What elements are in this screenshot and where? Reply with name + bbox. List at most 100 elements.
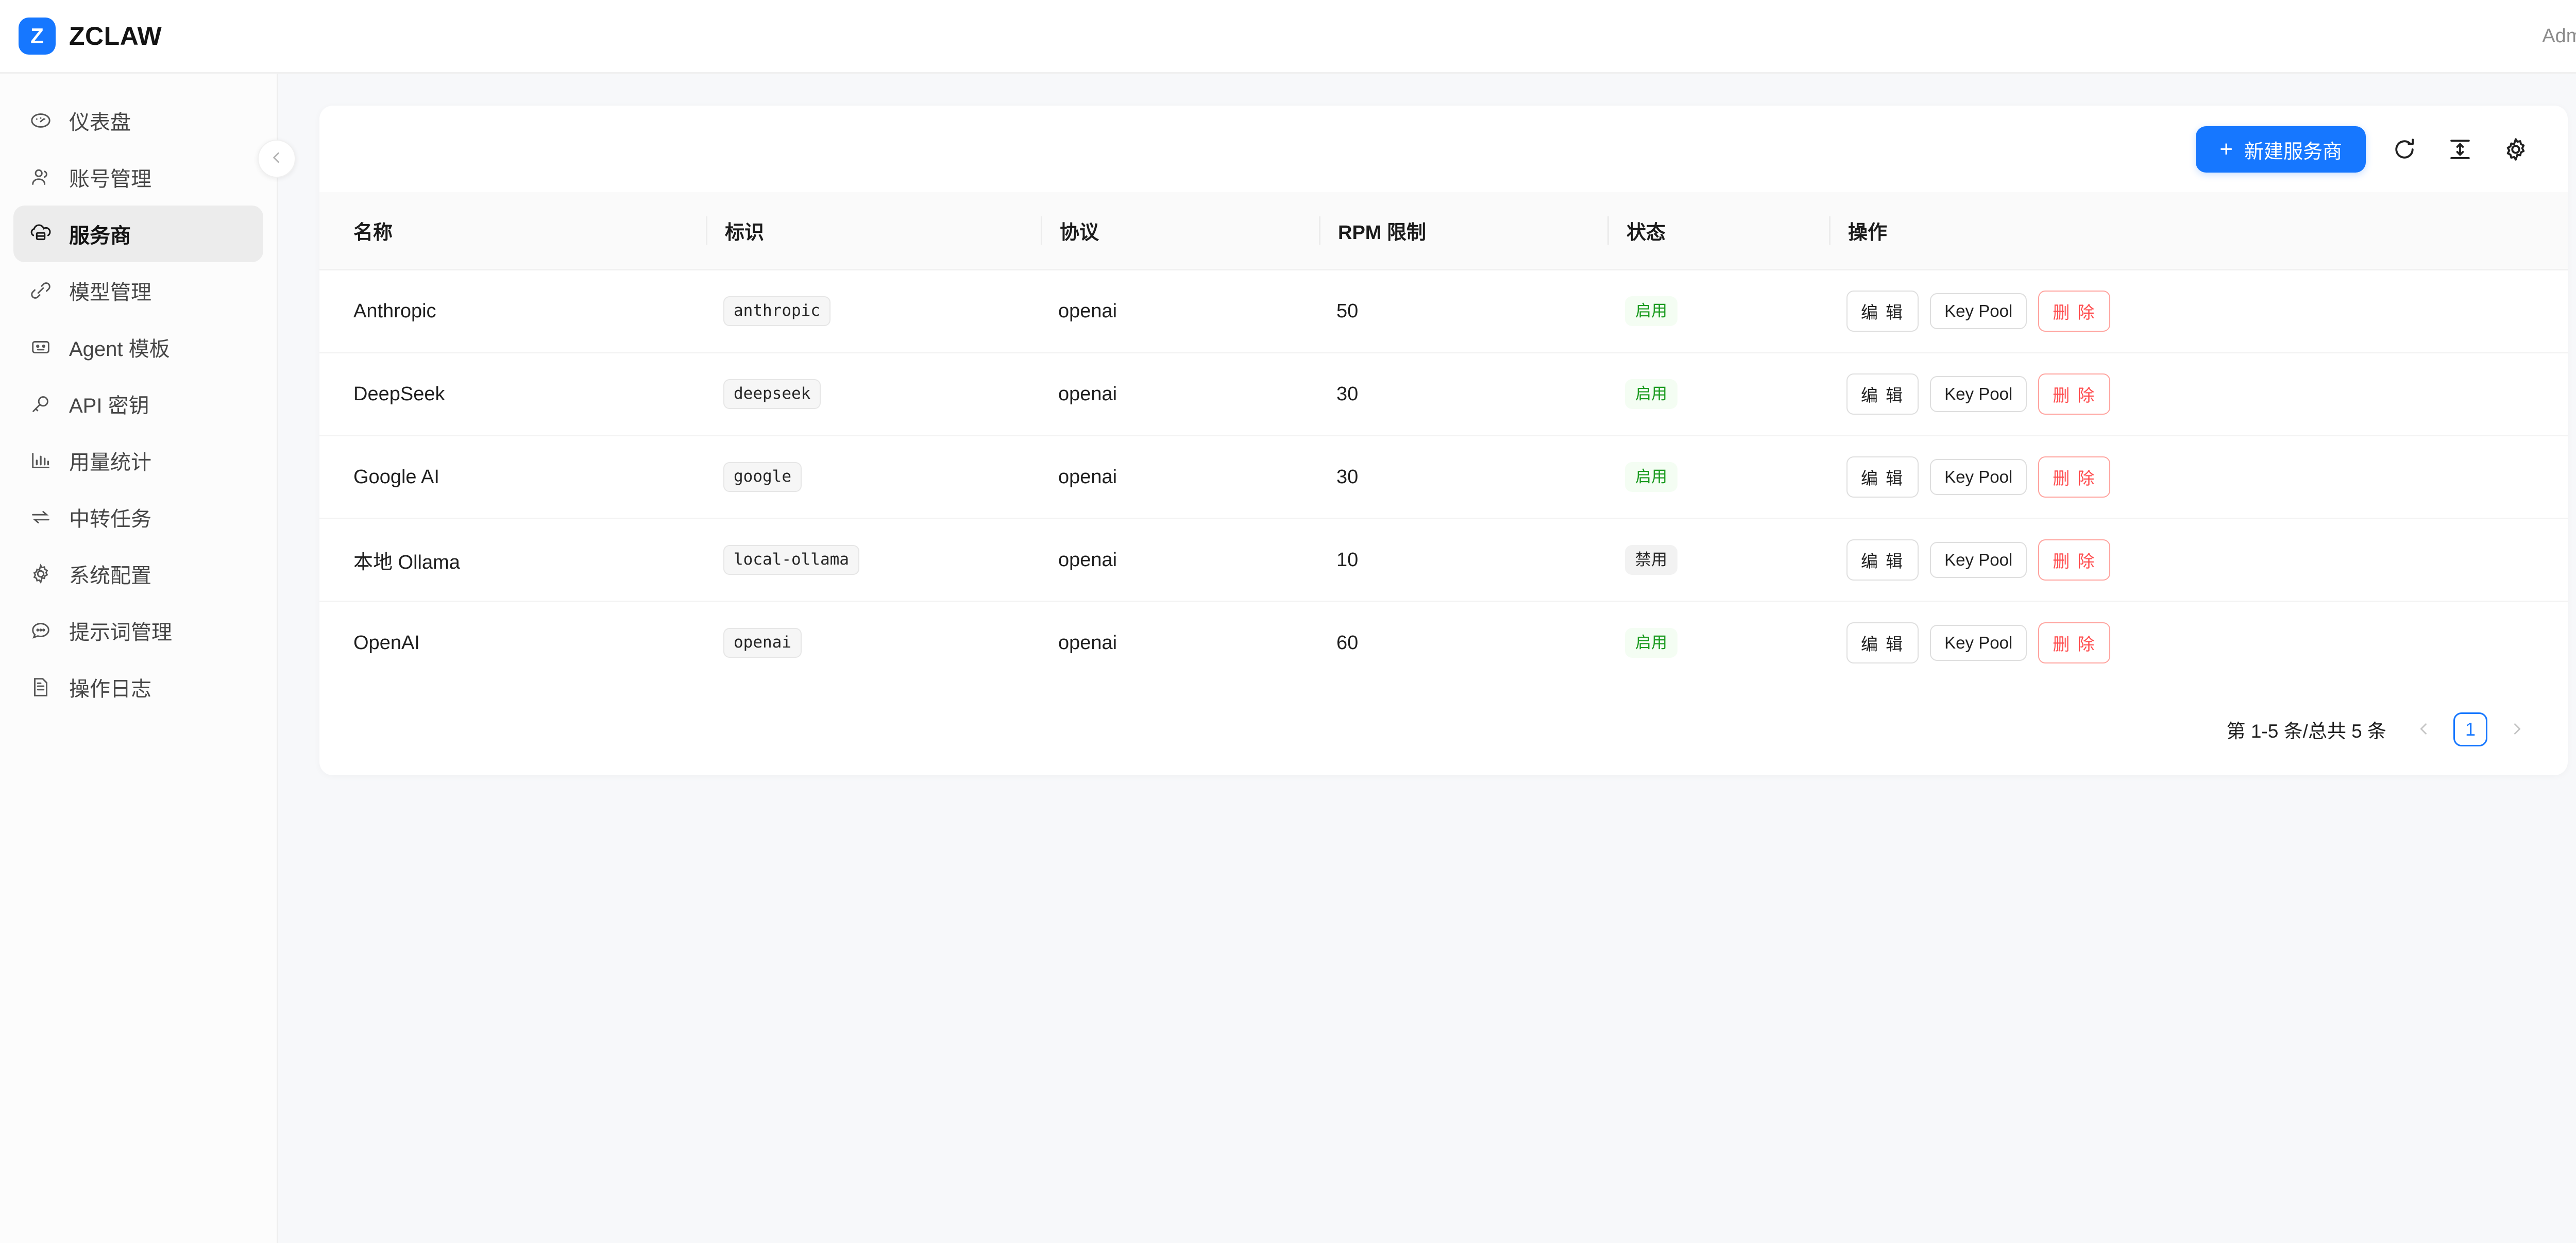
column-header-slug[interactable]: 标识 [706, 192, 1041, 270]
providers-table: 名称 标识 协议 RPM 限制 状态 操作 Anthropic anthropi… [319, 192, 2568, 684]
status-badge: 启用 [1625, 296, 1677, 326]
sidebar-item-system-config[interactable]: 系统配置 [13, 546, 263, 602]
sidebar-item-agent-templates[interactable]: Agent 模板 [13, 319, 263, 376]
cell-status: 启用 [1607, 352, 1829, 436]
sidebar-item-label: Agent 模板 [69, 338, 170, 361]
provider-name: 本地 Ollama [353, 551, 460, 573]
key-pool-button[interactable]: Key Pool [1930, 542, 2027, 578]
column-header-label: 协议 [1041, 216, 1319, 245]
density-button[interactable] [2443, 132, 2477, 166]
delete-button[interactable]: 删 除 [2038, 373, 2111, 415]
key-pool-button[interactable]: Key Pool [1930, 459, 2027, 495]
robot-icon [29, 335, 53, 359]
cell-status: 启用 [1607, 602, 1829, 684]
delete-button[interactable]: 删 除 [2038, 291, 2111, 332]
reload-button[interactable] [2387, 132, 2421, 166]
chevron-left-icon [268, 149, 285, 168]
provider-name: OpenAI [353, 632, 420, 654]
edit-button[interactable]: 编 辑 [1846, 291, 1919, 332]
cell-actions: 编 辑 Key Pool 删 除 [1829, 518, 2568, 602]
sidebar-item-prompt-management[interactable]: 提示词管理 [13, 602, 263, 659]
cell-name: OpenAI [319, 602, 706, 684]
top-bar: Z ZCLAW Admin [0, 0, 2576, 74]
cell-actions: 编 辑 Key Pool 删 除 [1829, 602, 2568, 684]
sidebar-item-usage-stats[interactable]: 用量统计 [13, 432, 263, 489]
column-header-status[interactable]: 状态 [1607, 192, 1829, 270]
sidebar-item-accounts[interactable]: 账号管理 [13, 149, 263, 206]
column-header-actions[interactable]: 操作 [1829, 192, 2568, 270]
sidebar-item-label: 用量统计 [69, 451, 151, 474]
provider-rpm: 10 [1336, 549, 1359, 571]
sidebar-item-api-keys[interactable]: API 密钥 [13, 376, 263, 432]
cell-slug: google [706, 435, 1041, 519]
comment-icon [29, 619, 53, 642]
column-header-name[interactable]: 名称 [319, 192, 706, 270]
user-label[interactable]: Admin [2542, 25, 2576, 47]
cell-protocol: openai [1041, 352, 1319, 436]
sidebar: 仪表盘 账号管理 服务商 [0, 74, 296, 1243]
table-row[interactable]: 本地 Ollama local-ollama openai 10 禁用 编 辑 … [319, 518, 2568, 602]
delete-button[interactable]: 删 除 [2038, 456, 2111, 498]
dashboard-icon [29, 109, 53, 132]
sidebar-item-label: 中转任务 [69, 508, 151, 531]
create-provider-button[interactable]: + 新建服务商 [2196, 126, 2366, 173]
sidebar-item-dashboard[interactable]: 仪表盘 [13, 92, 263, 149]
table-body: Anthropic anthropic openai 50 启用 编 辑 Key… [319, 269, 2568, 684]
table-row[interactable]: Google AI google openai 30 启用 编 辑 Key Po… [319, 435, 2568, 519]
chevron-right-icon [2508, 720, 2526, 739]
pagination-prev-button[interactable] [2408, 713, 2440, 745]
status-badge: 启用 [1625, 379, 1677, 409]
edit-button[interactable]: 编 辑 [1846, 539, 1919, 581]
sidebar-item-label: 账号管理 [69, 168, 151, 191]
table-row[interactable]: DeepSeek deepseek openai 30 启用 编 辑 Key P… [319, 352, 2568, 436]
column-header-protocol[interactable]: 协议 [1041, 192, 1319, 270]
cell-rpm: 50 [1319, 269, 1607, 353]
cell-rpm: 10 [1319, 518, 1607, 602]
table-header-row: 名称 标识 协议 RPM 限制 状态 操作 [319, 192, 2568, 270]
sidebar-collapse-button[interactable] [258, 140, 296, 178]
providers-card: + 新建服务商 [319, 106, 2568, 775]
pagination-page-1[interactable]: 1 [2453, 712, 2487, 746]
column-header-rpm[interactable]: RPM 限制 [1319, 192, 1607, 270]
delete-button[interactable]: 删 除 [2038, 539, 2111, 581]
cell-protocol: openai [1041, 602, 1319, 684]
sidebar-item-operation-logs[interactable]: 操作日志 [13, 659, 263, 716]
cell-name: DeepSeek [319, 352, 706, 436]
provider-rpm: 30 [1336, 383, 1359, 405]
delete-button[interactable]: 删 除 [2038, 622, 2111, 663]
file-text-icon [29, 675, 53, 699]
pagination-next-button[interactable] [2501, 713, 2533, 745]
edit-button[interactable]: 编 辑 [1846, 456, 1919, 498]
swap-icon [29, 505, 53, 529]
sidebar-item-relay-tasks[interactable]: 中转任务 [13, 489, 263, 546]
chevron-left-icon [2415, 720, 2433, 739]
sidebar-item-providers[interactable]: 服务商 [13, 206, 263, 262]
table-row[interactable]: OpenAI openai openai 60 启用 编 辑 Key Pool … [319, 602, 2568, 684]
cell-slug: deepseek [706, 352, 1041, 436]
provider-slug-tag: deepseek [723, 379, 821, 409]
table-settings-button[interactable] [2499, 132, 2533, 166]
column-header-label: RPM 限制 [1319, 216, 1607, 245]
pagination: 第 1-5 条/总共 5 条 1 [319, 684, 2568, 775]
row-actions: 编 辑 Key Pool 删 除 [1846, 622, 2534, 663]
provider-rpm: 50 [1336, 300, 1359, 322]
top-bar-right: Admin [2542, 25, 2576, 47]
sidebar-item-label: 服务商 [69, 225, 131, 247]
edit-button[interactable]: 编 辑 [1846, 373, 1919, 415]
sidebar-item-models[interactable]: 模型管理 [13, 262, 263, 319]
provider-protocol: openai [1058, 549, 1117, 571]
plus-icon: + [2219, 137, 2233, 162]
table-row[interactable]: Anthropic anthropic openai 50 启用 编 辑 Key… [319, 269, 2568, 353]
key-pool-button[interactable]: Key Pool [1930, 625, 2027, 661]
cell-slug: local-ollama [706, 518, 1041, 602]
provider-name: Google AI [353, 466, 439, 488]
status-badge: 禁用 [1625, 545, 1677, 575]
cloud-server-icon [29, 222, 53, 246]
edit-button[interactable]: 编 辑 [1846, 622, 1919, 663]
key-pool-button[interactable]: Key Pool [1930, 293, 2027, 329]
brand[interactable]: Z ZCLAW [19, 18, 162, 55]
row-actions: 编 辑 Key Pool 删 除 [1846, 456, 2534, 498]
provider-name: DeepSeek [353, 383, 445, 405]
provider-rpm: 60 [1336, 632, 1359, 654]
key-pool-button[interactable]: Key Pool [1930, 376, 2027, 412]
